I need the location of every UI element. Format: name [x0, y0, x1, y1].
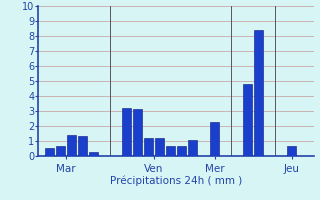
Bar	[133, 109, 142, 156]
Bar	[122, 108, 131, 156]
Bar	[45, 148, 53, 156]
Bar	[211, 121, 219, 156]
Bar	[67, 135, 76, 156]
X-axis label: Précipitations 24h ( mm ): Précipitations 24h ( mm )	[110, 175, 242, 186]
Bar	[156, 138, 164, 156]
Bar	[254, 30, 263, 156]
Bar	[166, 146, 175, 156]
Bar	[144, 138, 153, 156]
Bar	[177, 146, 186, 156]
Bar	[56, 146, 65, 156]
Bar	[78, 136, 86, 156]
Bar	[188, 140, 197, 156]
Bar	[244, 84, 252, 156]
Bar	[89, 152, 98, 156]
Bar	[287, 146, 296, 156]
